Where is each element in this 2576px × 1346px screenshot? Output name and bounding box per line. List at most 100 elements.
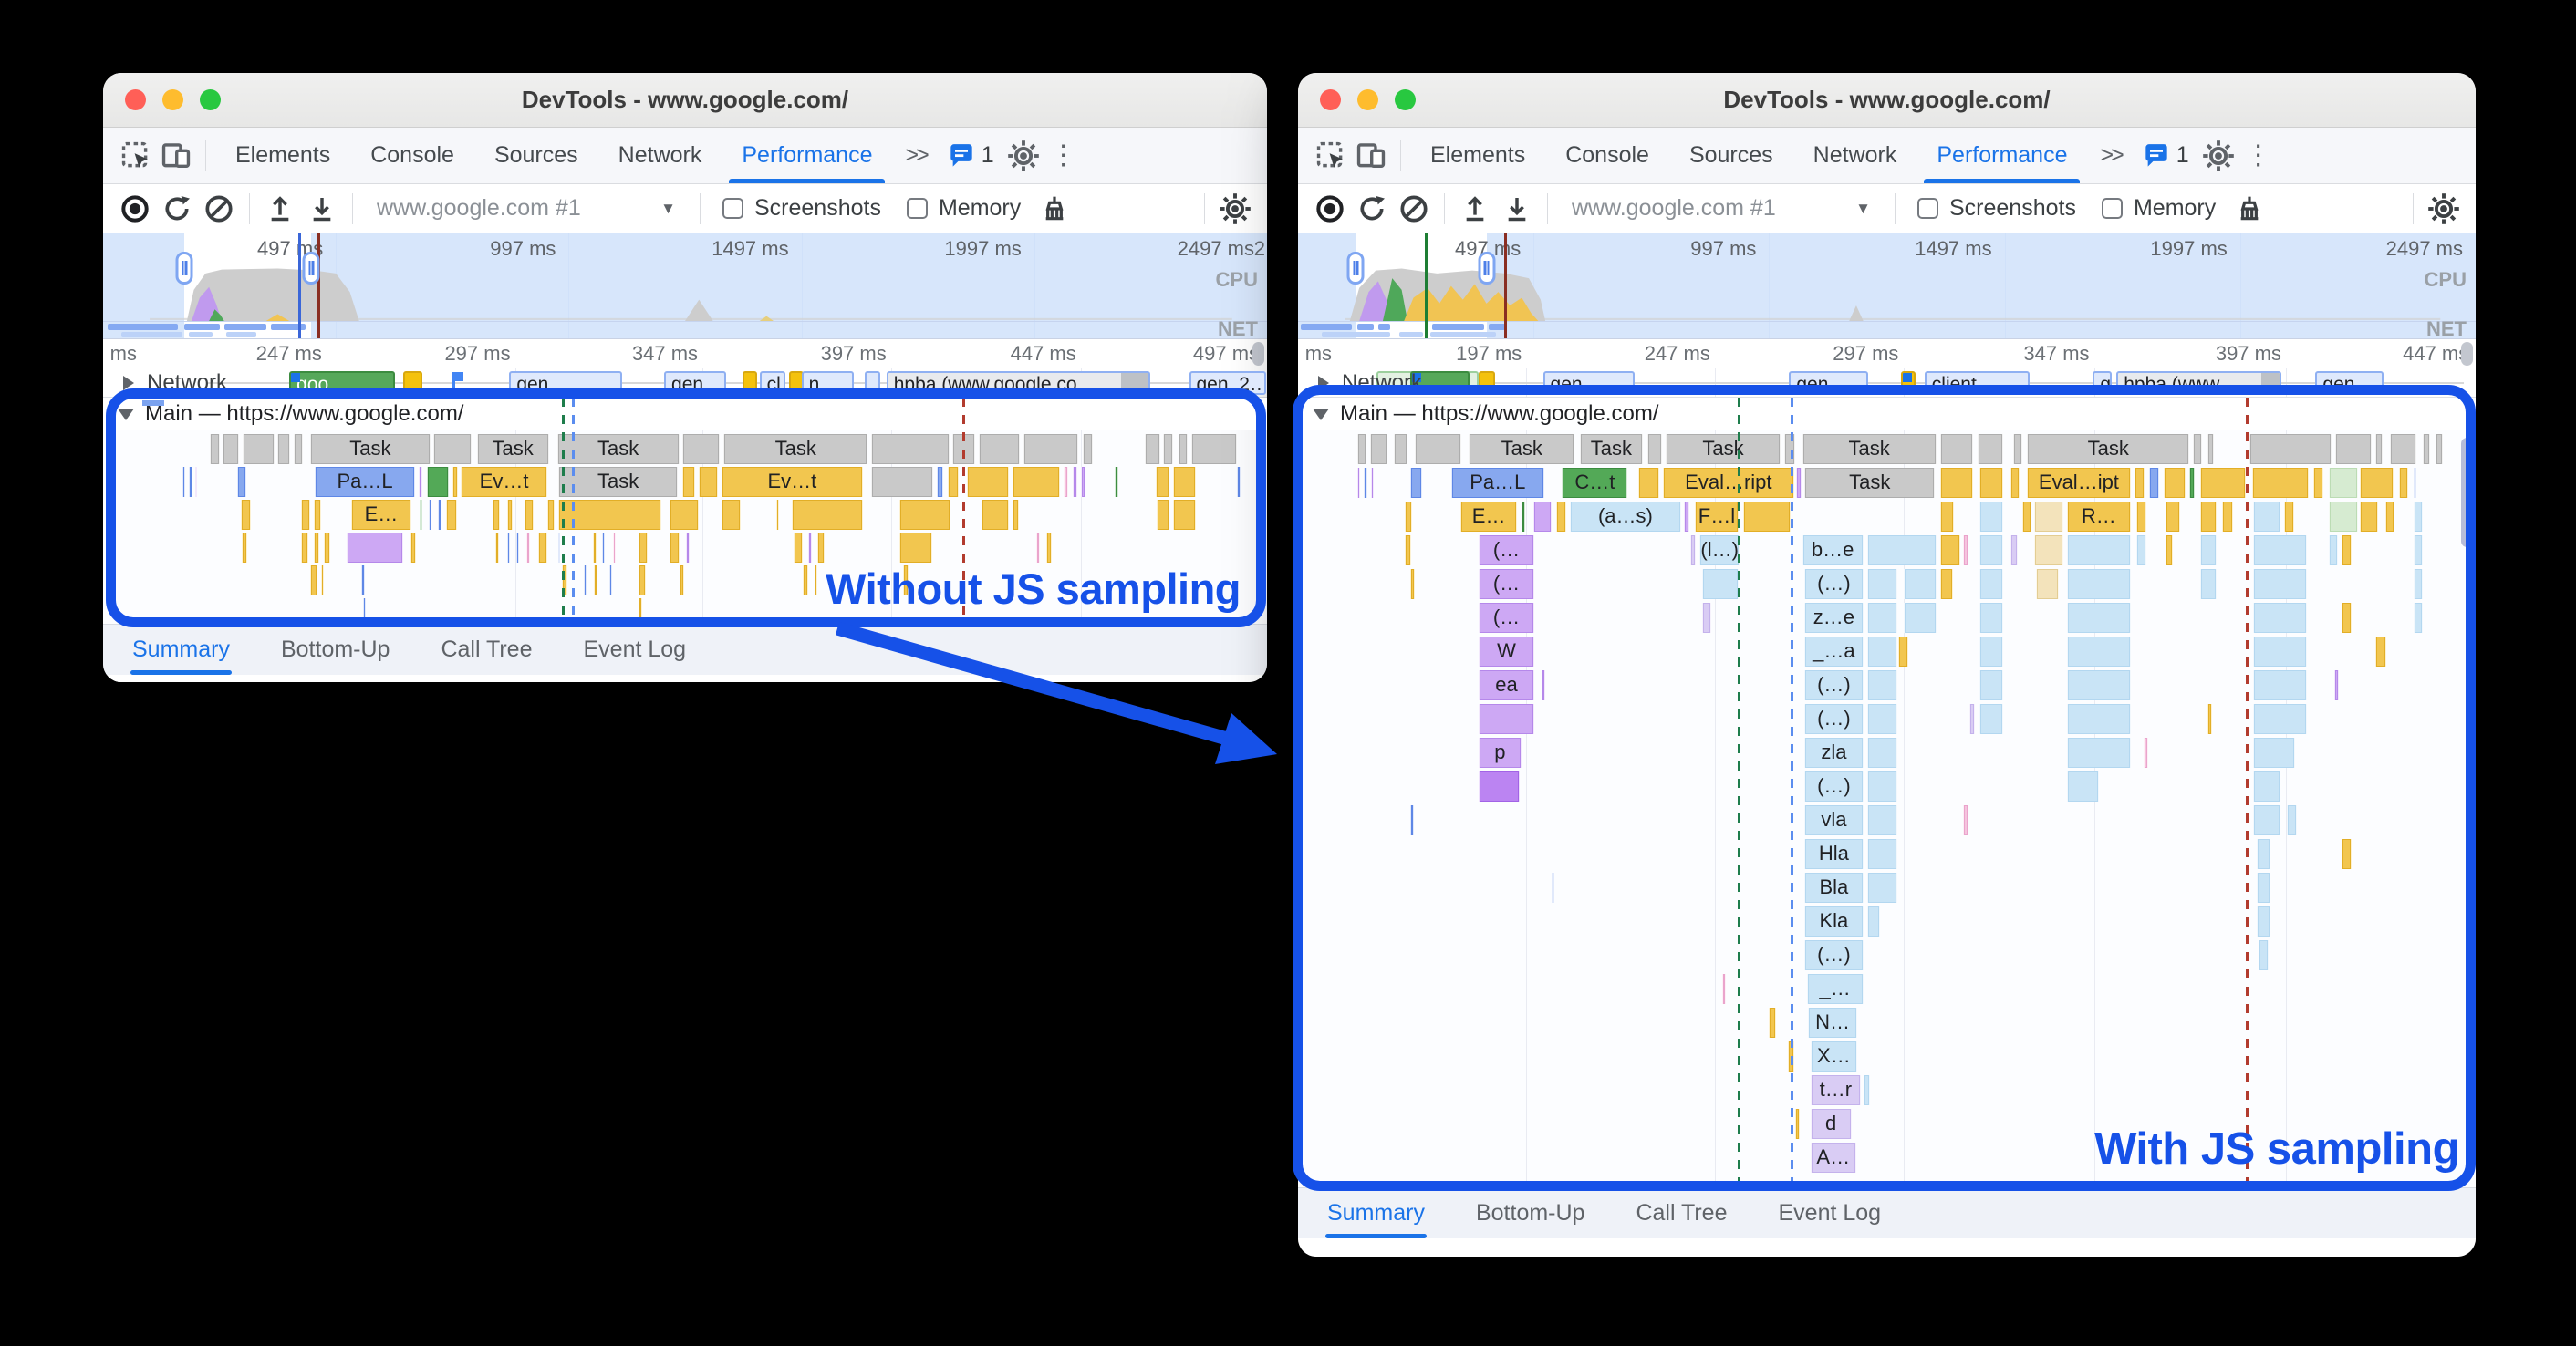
flame-bar[interactable] xyxy=(1866,738,1898,768)
flame-bar[interactable]: A… xyxy=(1810,1143,1856,1173)
flame-bar[interactable] xyxy=(1866,603,1898,633)
flame-bar[interactable] xyxy=(1638,468,1660,498)
flame-bar[interactable] xyxy=(1478,704,1535,734)
flame-bar[interactable] xyxy=(682,434,721,464)
flame-bar[interactable] xyxy=(1172,467,1197,497)
flame-bar[interactable] xyxy=(1356,434,1366,464)
flame-bar[interactable] xyxy=(1979,603,2004,633)
flame-bar[interactable] xyxy=(583,565,587,595)
flame-bar[interactable]: Pa…L xyxy=(315,467,415,497)
flame-bar[interactable]: Task xyxy=(1804,468,1936,498)
inspect-element-icon[interactable] xyxy=(1311,136,1351,176)
flame-bar[interactable] xyxy=(426,467,449,497)
record-button[interactable] xyxy=(1309,189,1351,229)
flame-bar[interactable] xyxy=(1939,502,1955,532)
flame-bar[interactable] xyxy=(223,434,240,464)
flame-bar[interactable] xyxy=(1414,434,1462,464)
reload-record-button[interactable] xyxy=(1351,189,1393,229)
flame-bar[interactable] xyxy=(802,565,809,595)
flame-bar[interactable] xyxy=(1701,603,1712,633)
flame-bar[interactable]: (… xyxy=(1478,569,1535,599)
main-track-header[interactable]: Main — https://www.google.com/ xyxy=(1298,398,2476,430)
flame-bar[interactable] xyxy=(2253,704,2308,734)
network-track[interactable]: Network gen gen client g hpba (www gen xyxy=(1298,368,2476,398)
flame-bar[interactable] xyxy=(506,533,510,563)
flame-bar[interactable] xyxy=(493,500,501,530)
close-window-button[interactable] xyxy=(125,89,146,110)
flame-bar[interactable] xyxy=(2166,502,2180,532)
flame-bar[interactable]: (…) xyxy=(1804,940,1864,970)
flame-bar[interactable] xyxy=(2143,738,2149,768)
flame-bar[interactable] xyxy=(2389,434,2417,464)
history-select[interactable]: www.google.com #1 ▼ xyxy=(362,195,691,222)
flame-bar[interactable] xyxy=(2253,670,2308,700)
flame-bar[interactable] xyxy=(1522,502,1526,532)
flame-bar[interactable] xyxy=(182,467,185,497)
flame-bar[interactable] xyxy=(2067,670,2131,700)
flame-bar[interactable]: Pa…L xyxy=(1450,468,1544,498)
flame-bar[interactable] xyxy=(1036,533,1041,563)
timeline-overview[interactable]: 497 ms 997 ms 1497 ms 1997 ms 2497 ms CPU NET xyxy=(1298,233,2476,339)
flame-bar[interactable] xyxy=(2010,535,2018,565)
flame-bar[interactable] xyxy=(2033,535,2064,565)
network-request[interactable]: gen_2… xyxy=(1189,371,1266,395)
network-request[interactable] xyxy=(864,371,881,395)
flame-bar[interactable] xyxy=(1533,502,1552,532)
flame-bar[interactable]: Task xyxy=(476,434,549,464)
tab-sources[interactable]: Sources xyxy=(493,142,578,168)
tab-elements[interactable]: Elements xyxy=(235,142,331,168)
flame-bar[interactable] xyxy=(2328,502,2358,532)
flame-bar[interactable] xyxy=(1903,603,1937,633)
flame-bar[interactable] xyxy=(871,434,950,464)
flame-bar[interactable]: Task xyxy=(557,467,679,497)
flame-bar[interactable] xyxy=(1155,467,1169,497)
memory-checkbox[interactable]: Memory xyxy=(894,195,1034,222)
flame-bar[interactable] xyxy=(2163,468,2186,498)
flame-bar[interactable] xyxy=(2010,468,2020,498)
network-request[interactable]: gen xyxy=(1789,371,1868,395)
vertical-scrollbar-thumb[interactable] xyxy=(2461,438,2473,547)
clear-recording-button[interactable] xyxy=(198,189,240,229)
panel-tab-event-log[interactable]: Event Log xyxy=(1778,1200,1882,1226)
tab-performance[interactable]: Performance xyxy=(722,128,892,183)
save-profile-icon[interactable] xyxy=(1496,189,1538,229)
flame-bar[interactable] xyxy=(446,500,457,530)
flame-bar[interactable] xyxy=(2136,535,2146,565)
record-button[interactable] xyxy=(114,189,156,229)
network-request[interactable]: gen_ xyxy=(664,371,726,395)
flame-bar[interactable] xyxy=(1898,637,1908,667)
flame-bar[interactable] xyxy=(1963,535,1969,565)
main-track-header[interactable]: Main — https://www.google.com/ xyxy=(103,398,1267,430)
tab-network[interactable]: Network xyxy=(1813,142,1897,168)
device-toolbar-icon[interactable] xyxy=(1351,136,1391,176)
flame-bar[interactable] xyxy=(936,467,944,497)
flame-bar[interactable] xyxy=(2287,805,2297,835)
flame-bar[interactable] xyxy=(362,598,366,624)
flame-bar[interactable] xyxy=(1979,704,2004,734)
capture-settings-gear-icon[interactable] xyxy=(1214,189,1256,229)
flame-bar[interactable] xyxy=(1023,434,1079,464)
selection-handle-right[interactable] xyxy=(302,252,320,285)
flame-bar[interactable] xyxy=(1542,670,1546,700)
flame-bar[interactable] xyxy=(1979,637,2004,667)
flame-bar[interactable] xyxy=(2067,603,2131,633)
panel-tab-bottom-up[interactable]: Bottom-Up xyxy=(280,637,390,662)
flame-bar[interactable] xyxy=(1172,500,1197,530)
flame-bar[interactable]: E… xyxy=(1460,502,1518,532)
flame-bar[interactable] xyxy=(902,565,909,595)
flame-bar[interactable]: Hla xyxy=(1804,839,1864,869)
flame-bar[interactable] xyxy=(294,434,304,464)
flame-bar[interactable] xyxy=(1045,533,1052,563)
flame-bar[interactable] xyxy=(609,565,612,595)
flame-bar[interactable] xyxy=(2253,771,2280,802)
flame-bar[interactable] xyxy=(429,500,432,530)
zoom-window-button[interactable] xyxy=(1395,89,1416,110)
flame-bar[interactable] xyxy=(1364,468,1368,498)
flame-bar[interactable]: (…) xyxy=(1804,569,1864,599)
flame-bar[interactable]: _…a xyxy=(1804,637,1864,667)
selection-handle-left[interactable] xyxy=(175,252,193,285)
flame-bar[interactable]: p xyxy=(1478,738,1522,768)
flame-bar[interactable] xyxy=(2360,502,2378,532)
clear-recording-button[interactable] xyxy=(1393,189,1435,229)
network-request[interactable]: cl xyxy=(759,371,785,395)
